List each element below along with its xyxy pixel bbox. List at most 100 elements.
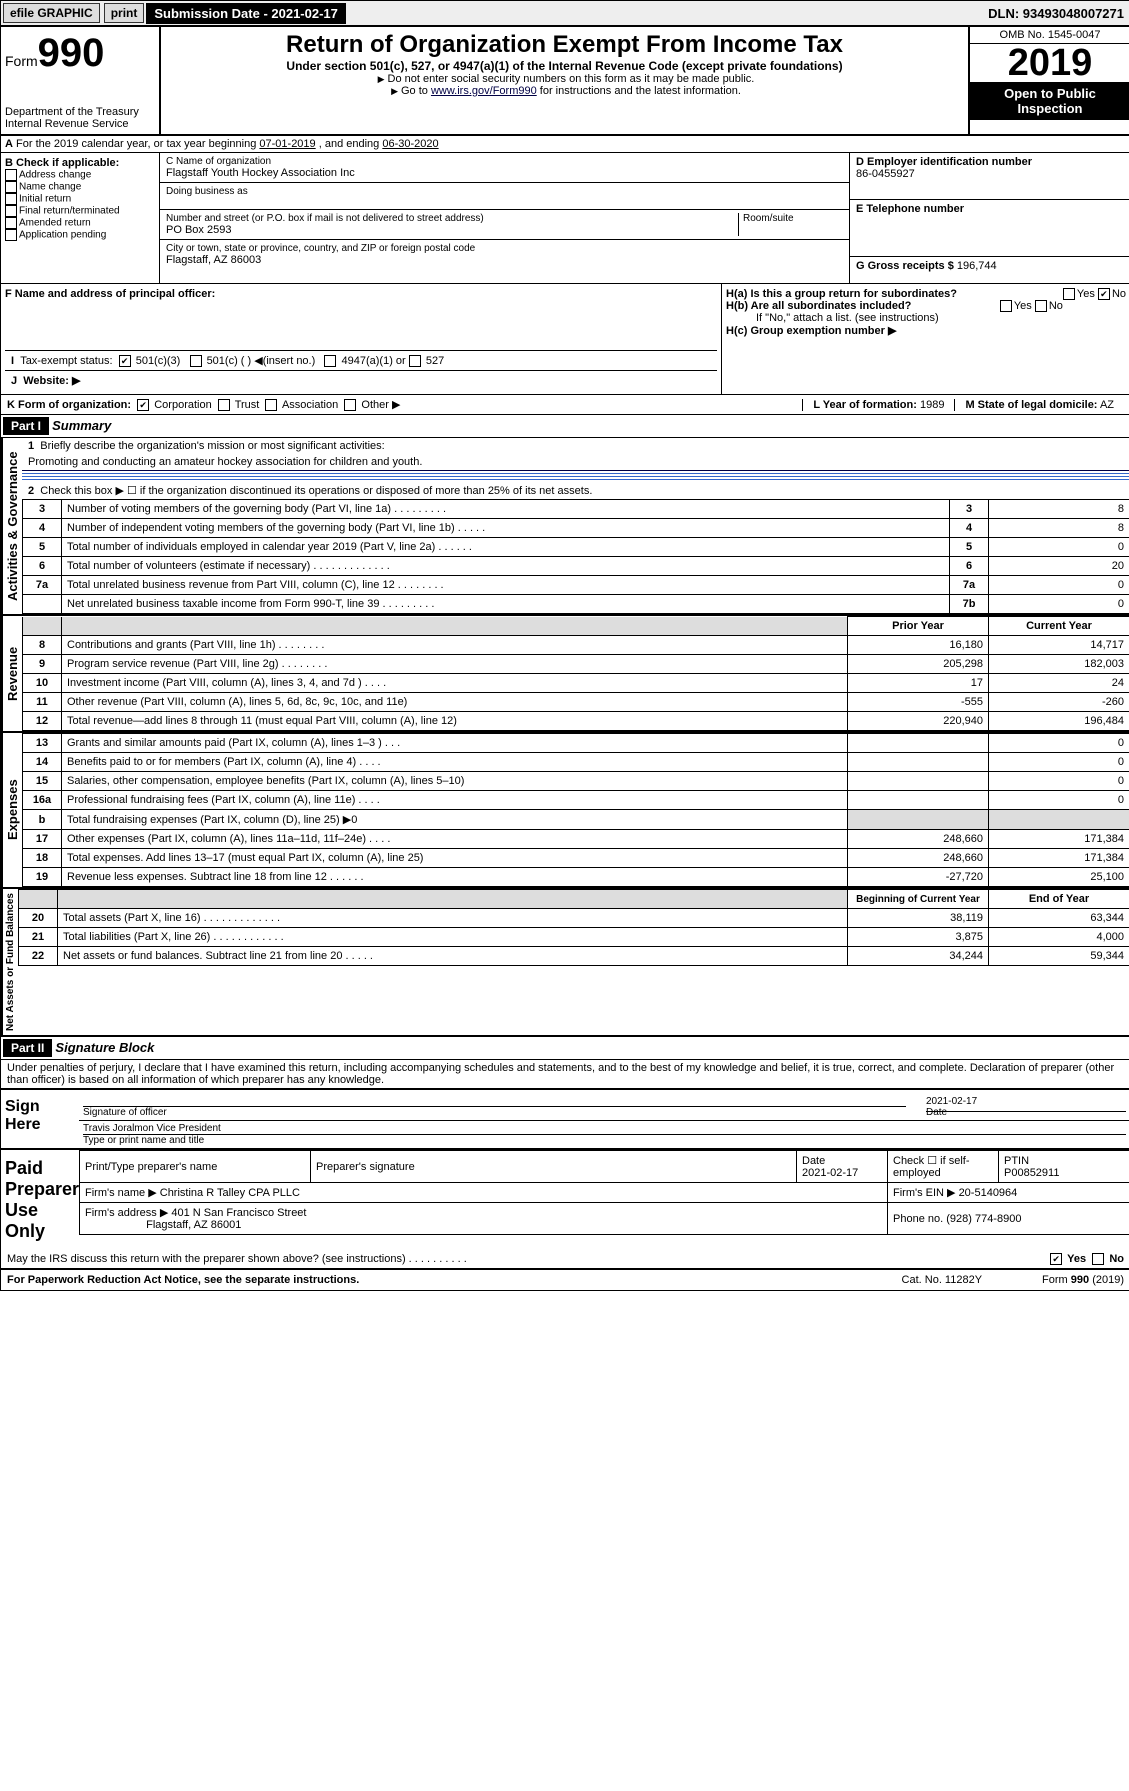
form-prefix: Form bbox=[5, 53, 38, 69]
ph2: Preparer's signature bbox=[316, 1161, 415, 1173]
cb-ha-yes[interactable] bbox=[1063, 288, 1075, 300]
vl-exp: Expenses bbox=[1, 733, 22, 887]
ein: 86-0455927 bbox=[856, 168, 1124, 180]
cb-discuss-yes[interactable] bbox=[1050, 1253, 1062, 1265]
cb-name[interactable] bbox=[5, 181, 17, 193]
cb-trust[interactable] bbox=[218, 399, 230, 411]
org-name: Flagstaff Youth Hockey Association Inc bbox=[166, 167, 843, 179]
cb-pending[interactable] bbox=[5, 229, 17, 241]
cb-other[interactable] bbox=[344, 399, 356, 411]
sg-lbl: G Gross receipts $ bbox=[856, 260, 954, 272]
firm-addr1: 401 N San Francisco Street bbox=[171, 1207, 306, 1219]
sb-5: Application pending bbox=[19, 230, 106, 241]
gov-table: 3Number of voting members of the governi… bbox=[22, 499, 1129, 614]
hdr-eoy: End of Year bbox=[989, 890, 1129, 909]
submission-date: Submission Date - 2021-02-17 bbox=[146, 3, 346, 24]
cb-address[interactable] bbox=[5, 169, 17, 181]
header-mid: Return of Organization Exempt From Incom… bbox=[161, 27, 968, 134]
discuss-q: May the IRS discuss this return with the… bbox=[7, 1253, 467, 1265]
sl-lbl: L Year of formation: bbox=[813, 399, 917, 411]
cb-hb-no[interactable] bbox=[1035, 300, 1047, 312]
sk-2: Association bbox=[282, 399, 338, 411]
cb-hb-yes[interactable] bbox=[1000, 300, 1012, 312]
cb-corp[interactable] bbox=[137, 399, 149, 411]
sign-here-lbl: Sign Here bbox=[1, 1090, 79, 1148]
sa-begin: 07-01-2019 bbox=[259, 138, 315, 150]
section-deg: D Employer identification number 86-0455… bbox=[849, 153, 1129, 283]
sc-dba-lbl: Doing business as bbox=[166, 186, 843, 197]
vl-gov: Activities & Governance bbox=[1, 438, 22, 614]
gross-receipts: 196,744 bbox=[957, 260, 997, 272]
cb-discuss-no[interactable] bbox=[1092, 1253, 1104, 1265]
form-warn: Do not enter social security numbers on … bbox=[388, 73, 755, 85]
print-button[interactable]: print bbox=[104, 3, 145, 23]
ph1: Print/Type preparer's name bbox=[85, 1161, 217, 1173]
year-formed: 1989 bbox=[920, 399, 944, 411]
part-i: Part I Summary Activities & Governance 1… bbox=[1, 415, 1129, 1035]
d-no: No bbox=[1109, 1253, 1124, 1265]
cb-final[interactable] bbox=[5, 205, 17, 217]
hdr-curr: Current Year bbox=[989, 617, 1129, 636]
p2-bar: Part II bbox=[3, 1039, 52, 1057]
goto-post: for instructions and the latest informat… bbox=[537, 85, 741, 97]
sa-end: 06-30-2020 bbox=[382, 138, 438, 150]
cb-ha-no[interactable] bbox=[1098, 288, 1110, 300]
p1-q1: Briefly describe the organization's miss… bbox=[40, 440, 384, 452]
sig-date: 2021-02-17 bbox=[926, 1096, 1126, 1107]
org-city: Flagstaff, AZ 86003 bbox=[166, 254, 843, 266]
sk-lbl: K Form of organization: bbox=[7, 399, 131, 411]
ptin: P00852911 bbox=[1004, 1167, 1059, 1179]
open-inspection: Open to Public Inspection bbox=[970, 82, 1129, 120]
efile-button[interactable]: efile GRAPHIC bbox=[3, 3, 100, 23]
sf-lbl: F Name and address of principal officer: bbox=[5, 288, 717, 300]
sd-lbl: D Employer identification number bbox=[856, 156, 1124, 168]
sb-1: Name change bbox=[19, 182, 81, 193]
sk-1: Trust bbox=[235, 399, 260, 411]
p1-bar: Part I bbox=[3, 417, 49, 435]
exp-table: 13Grants and similar amounts paid (Part … bbox=[22, 733, 1129, 887]
net-table: Beginning of Current YearEnd of Year 20T… bbox=[18, 889, 1129, 966]
cb-527[interactable] bbox=[409, 355, 421, 367]
name-lbl: Type or print name and title bbox=[83, 1134, 1126, 1146]
ph3: Date bbox=[802, 1155, 825, 1167]
sig-lbl: Signature of officer bbox=[83, 1107, 167, 1118]
hb-note: If "No," attach a list. (see instruction… bbox=[726, 312, 1126, 324]
header-left: Form990 Department of the Treasury Inter… bbox=[1, 27, 161, 134]
cb-4947[interactable] bbox=[324, 355, 336, 367]
declaration: Under penalties of perjury, I declare th… bbox=[1, 1060, 1129, 1088]
tax-year: 2019 bbox=[970, 44, 1129, 82]
phone-lbl: Phone no. bbox=[893, 1213, 943, 1225]
form-sub: Under section 501(c), 527, or 4947(a)(1)… bbox=[165, 59, 964, 73]
sb-0: Address change bbox=[19, 170, 91, 181]
page-footer: For Paperwork Reduction Act Notice, see … bbox=[1, 1269, 1129, 1290]
dept1: Department of the Treasury bbox=[5, 106, 155, 118]
goto-pre: Go to bbox=[401, 85, 431, 97]
sc-addr-lbl: Number and street (or P.O. box if mail i… bbox=[166, 213, 738, 224]
sb-4: Amended return bbox=[19, 218, 91, 229]
cb-501c3[interactable] bbox=[119, 355, 131, 367]
dln: DLN: 93493048007271 bbox=[988, 6, 1129, 21]
sm-lbl: M State of legal domicile: bbox=[965, 399, 1097, 411]
te-o1: 501(c)(3) bbox=[136, 355, 181, 367]
se-lbl: E Telephone number bbox=[856, 203, 1124, 215]
form-page: efile GRAPHIC print Submission Date - 20… bbox=[0, 0, 1129, 1291]
part-ii: Part II Signature Block Under penalties … bbox=[1, 1035, 1129, 1088]
sb-2: Initial return bbox=[19, 194, 71, 205]
cb-501c[interactable] bbox=[190, 355, 202, 367]
cat-no: Cat. No. 11282Y bbox=[902, 1274, 983, 1286]
vl-rev: Revenue bbox=[1, 616, 22, 731]
cb-initial[interactable] bbox=[5, 193, 17, 205]
cb-amended[interactable] bbox=[5, 217, 17, 229]
sc-name-lbl: C Name of organization bbox=[166, 156, 843, 167]
goto-link[interactable]: www.irs.gov/Form990 bbox=[431, 85, 537, 97]
discuss-row: May the IRS discuss this return with the… bbox=[1, 1250, 1129, 1269]
firm-ein: 20-5140964 bbox=[959, 1187, 1018, 1199]
section-c: C Name of organization Flagstaff Youth H… bbox=[160, 153, 849, 283]
paid-lbl: Paid Preparer Use Only bbox=[1, 1150, 79, 1250]
sc-city-lbl: City or town, state or province, country… bbox=[166, 243, 843, 254]
p1-q2: Check this box ▶ ☐ if the organization d… bbox=[40, 485, 592, 497]
cb-assoc[interactable] bbox=[265, 399, 277, 411]
sign-here: Sign Here Signature of officer 2021-02-1… bbox=[1, 1088, 1129, 1148]
firm-name: Christina R Talley CPA PLLC bbox=[160, 1187, 300, 1199]
ph4: Check ☐ if self-employed bbox=[893, 1155, 970, 1179]
